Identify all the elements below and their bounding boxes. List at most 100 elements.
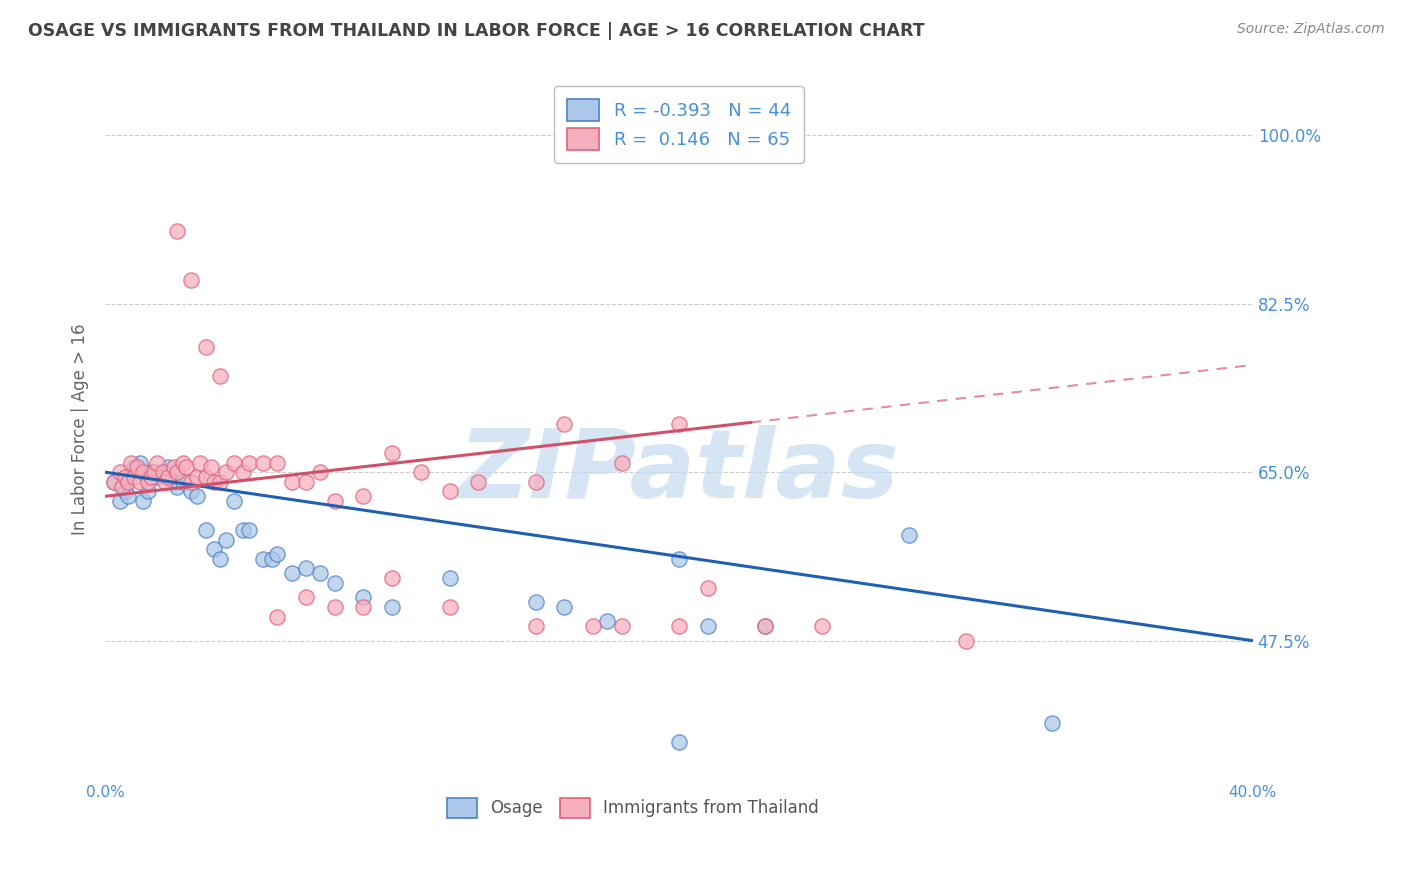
- Point: [553, 417, 575, 431]
- Point: [260, 552, 283, 566]
- Text: ZIPatlas: ZIPatlas: [458, 425, 900, 517]
- Point: [439, 484, 461, 499]
- Point: [111, 480, 134, 494]
- Point: [1040, 715, 1063, 730]
- Point: [136, 484, 159, 499]
- Point: [352, 599, 374, 614]
- Point: [381, 571, 404, 585]
- Point: [309, 465, 332, 479]
- Point: [131, 494, 153, 508]
- Point: [200, 460, 222, 475]
- Point: [117, 475, 139, 489]
- Point: [202, 475, 225, 489]
- Point: [180, 475, 202, 489]
- Point: [754, 619, 776, 633]
- Point: [610, 619, 633, 633]
- Point: [524, 619, 547, 633]
- Point: [194, 523, 217, 537]
- Point: [352, 591, 374, 605]
- Point: [409, 465, 432, 479]
- Point: [194, 340, 217, 354]
- Point: [295, 591, 318, 605]
- Point: [172, 475, 194, 489]
- Point: [103, 475, 125, 489]
- Point: [108, 465, 131, 479]
- Point: [202, 542, 225, 557]
- Point: [467, 475, 489, 489]
- Point: [125, 460, 148, 475]
- Point: [117, 489, 139, 503]
- Point: [252, 456, 274, 470]
- Point: [897, 528, 920, 542]
- Point: [696, 619, 718, 633]
- Point: [186, 489, 208, 503]
- Point: [323, 599, 346, 614]
- Point: [194, 470, 217, 484]
- Point: [224, 494, 246, 508]
- Point: [139, 470, 162, 484]
- Point: [122, 470, 145, 484]
- Point: [955, 633, 977, 648]
- Point: [166, 480, 188, 494]
- Text: OSAGE VS IMMIGRANTS FROM THAILAND IN LABOR FORCE | AGE > 16 CORRELATION CHART: OSAGE VS IMMIGRANTS FROM THAILAND IN LAB…: [28, 22, 925, 40]
- Point: [111, 480, 134, 494]
- Point: [238, 456, 260, 470]
- Point: [114, 484, 136, 499]
- Point: [172, 456, 194, 470]
- Point: [811, 619, 834, 633]
- Point: [188, 456, 211, 470]
- Point: [295, 561, 318, 575]
- Point: [280, 475, 302, 489]
- Point: [180, 272, 202, 286]
- Point: [152, 465, 174, 479]
- Point: [323, 494, 346, 508]
- Point: [166, 225, 188, 239]
- Point: [266, 456, 288, 470]
- Point: [295, 475, 318, 489]
- Point: [596, 615, 619, 629]
- Point: [157, 470, 180, 484]
- Point: [553, 599, 575, 614]
- Point: [163, 475, 186, 489]
- Point: [122, 460, 145, 475]
- Point: [232, 465, 254, 479]
- Point: [128, 456, 150, 470]
- Point: [163, 460, 186, 475]
- Point: [252, 552, 274, 566]
- Point: [582, 619, 605, 633]
- Point: [114, 470, 136, 484]
- Point: [174, 460, 197, 475]
- Point: [103, 475, 125, 489]
- Legend: Osage, Immigrants from Thailand: Osage, Immigrants from Thailand: [440, 791, 825, 825]
- Point: [668, 552, 690, 566]
- Point: [186, 470, 208, 484]
- Point: [208, 552, 231, 566]
- Point: [131, 465, 153, 479]
- Point: [232, 523, 254, 537]
- Point: [668, 619, 690, 633]
- Point: [146, 456, 169, 470]
- Point: [152, 465, 174, 479]
- Point: [381, 446, 404, 460]
- Point: [108, 494, 131, 508]
- Point: [610, 456, 633, 470]
- Text: Source: ZipAtlas.com: Source: ZipAtlas.com: [1237, 22, 1385, 37]
- Point: [280, 566, 302, 581]
- Point: [155, 475, 177, 489]
- Point: [266, 609, 288, 624]
- Point: [215, 533, 238, 547]
- Point: [208, 368, 231, 383]
- Point: [266, 547, 288, 561]
- Point: [139, 465, 162, 479]
- Point: [224, 456, 246, 470]
- Point: [136, 475, 159, 489]
- Point: [352, 489, 374, 503]
- Point: [208, 475, 231, 489]
- Point: [215, 465, 238, 479]
- Point: [668, 735, 690, 749]
- Point: [128, 475, 150, 489]
- Point: [180, 484, 202, 499]
- Point: [120, 456, 142, 470]
- Point: [524, 595, 547, 609]
- Point: [166, 465, 188, 479]
